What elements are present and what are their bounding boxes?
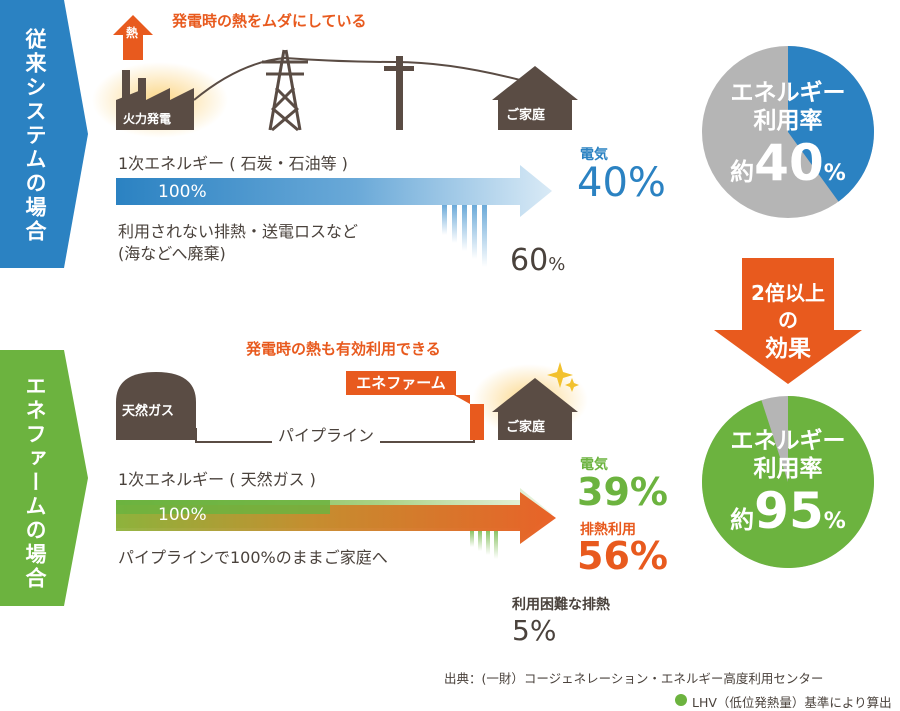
- side-tab-enefarm: [0, 350, 88, 606]
- loss-label-line1: 利用されない排熱・送電ロスなど: [118, 222, 359, 241]
- enefarm-device: [470, 404, 484, 440]
- enefarm-loss-stripes: [470, 531, 498, 559]
- enefarm-device-label: エネファーム: [346, 371, 456, 395]
- conventional-energy-label: 1次エネルギー ( 石炭・石油等 ): [118, 154, 348, 173]
- pie-bottom-value: 約95%: [702, 481, 874, 541]
- effect-arrow: [714, 258, 862, 384]
- pie-bottom-prefix: 約: [730, 506, 755, 535]
- pie-top: [702, 46, 874, 218]
- use-note: 発電時の熱も有効利用できる: [246, 340, 441, 358]
- pie-top-value: 約40%: [702, 133, 874, 193]
- enefarm-input-pct: 100%: [158, 505, 207, 525]
- gas-label: 天然ガス: [122, 404, 175, 419]
- pie-top-number: 40: [754, 134, 824, 193]
- pie-bottom-title-line2: 利用率: [753, 455, 823, 482]
- house-icon-bottom: [492, 378, 578, 440]
- power-line: [193, 56, 521, 101]
- ef-heat-value: 56%: [577, 534, 668, 578]
- pipeline-label: パイプライン: [272, 422, 381, 446]
- pie-top-prefix: 約: [730, 158, 755, 187]
- power-plant-icon: [116, 70, 194, 130]
- pie-top-title-line1: エネルギー: [730, 80, 846, 106]
- ef-loss-value: 5%: [512, 614, 557, 647]
- conv-elec-label: 電気: [580, 147, 608, 163]
- pie-bottom-unit: %: [823, 509, 846, 535]
- conventional-input-pct: 100%: [158, 182, 207, 202]
- pie-bottom: [701, 396, 874, 568]
- effect-arrow-text: 2倍以上の 効果: [742, 280, 834, 365]
- pie-bottom-slice: [701, 396, 874, 568]
- sparkle-icon: [547, 362, 579, 392]
- pie-bottom-title: エネルギー 利用率 約95%: [702, 428, 874, 541]
- house-icon-top: [492, 66, 578, 130]
- footer-source: 出典：(一財）コージェネレーション・エネルギー高度利用センター: [444, 671, 824, 686]
- side-label-enefarm: エネファームの場合: [23, 375, 47, 591]
- home-label-top: ご家庭: [506, 108, 546, 123]
- plant-label: 火力発電: [123, 112, 172, 126]
- heat-up-arrow: [113, 15, 153, 60]
- effect-line2: 効果: [765, 336, 811, 362]
- pie-bottom-number: 95: [754, 482, 824, 541]
- pie-bottom-title-line1: エネルギー: [730, 428, 846, 454]
- utility-pole-icon: [384, 56, 414, 130]
- effect-line1: 2倍以上の: [751, 281, 825, 332]
- loss-label-line2: (海などへ廃棄): [118, 244, 226, 263]
- gas-tank-icon: [116, 372, 196, 440]
- pie-top-slice: [788, 46, 874, 202]
- waste-note: 発電時の熱をムダにしている: [172, 12, 367, 30]
- enefarm-delivery-label: パイプラインで100%のままご家庭へ: [118, 548, 388, 567]
- conv-loss-number: 60: [510, 243, 549, 278]
- side-tab-conventional: [0, 0, 88, 268]
- green-dot-icon: [675, 694, 687, 706]
- conv-loss-unit: %: [548, 254, 566, 275]
- footer-note: LHV（低位発熱量）基準により算出: [692, 695, 892, 710]
- ef-heat-label: 排熱利用: [580, 522, 636, 538]
- conventional-input-arrow: [116, 165, 552, 217]
- pie-top-unit: %: [823, 161, 846, 187]
- ef-elec-value: 39%: [577, 470, 668, 514]
- side-label-conventional: 従来システムの場合: [23, 28, 47, 244]
- conventional-loss-stripes: [442, 205, 487, 267]
- ef-elec-label: 電気: [580, 457, 608, 473]
- home-label-bottom: ご家庭: [506, 420, 546, 435]
- conv-elec-value: 40%: [577, 160, 666, 206]
- ef-loss-label: 利用困難な排熱: [512, 597, 610, 613]
- pie-top-title: エネルギー 利用率 約40%: [702, 80, 874, 193]
- pie-top-title-line2: 利用率: [753, 107, 823, 134]
- steel-tower-icon: [262, 49, 308, 132]
- enefarm-energy-label: 1次エネルギー ( 天然ガス ): [118, 470, 316, 489]
- conv-loss-value: 60%: [510, 243, 565, 278]
- heat-badge: 熱: [126, 26, 139, 40]
